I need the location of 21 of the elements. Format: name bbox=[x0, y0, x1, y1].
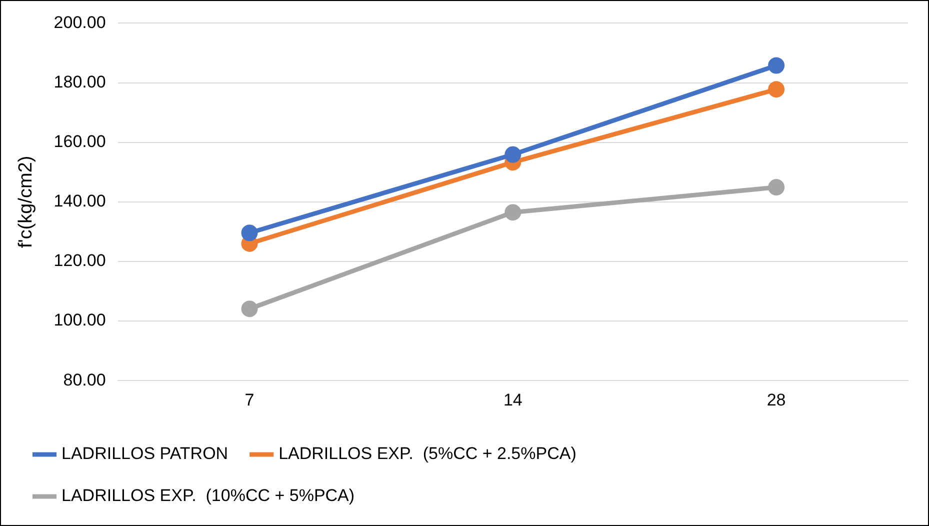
point bbox=[241, 300, 258, 318]
point bbox=[504, 204, 522, 221]
legend-label: LADRILLOS PATRON bbox=[62, 444, 228, 464]
y-tick-label: 200.00 bbox=[54, 12, 106, 32]
point bbox=[768, 179, 785, 196]
y-tick-label: 180.00 bbox=[54, 72, 106, 92]
x-tick-label: 7 bbox=[244, 390, 254, 410]
y-tick-label: 100.00 bbox=[54, 310, 106, 330]
legend-label: LADRILLOS EXP. (10%CC + 5%PCA) bbox=[62, 486, 355, 506]
legend-label: LADRILLOS EXP. (5%CC + 2.5%PCA) bbox=[278, 444, 576, 464]
y-tick-label: 80.00 bbox=[63, 370, 106, 390]
y-tick-label: 160.00 bbox=[54, 132, 106, 152]
point bbox=[768, 57, 785, 74]
point bbox=[241, 224, 258, 242]
y-tick-label: 140.00 bbox=[54, 192, 106, 211]
point bbox=[768, 81, 785, 98]
y-axis-title: f'c(kg/cm2) bbox=[16, 156, 37, 248]
point bbox=[504, 146, 522, 163]
x-tick-label: 28 bbox=[766, 390, 786, 410]
x-tick-label: 14 bbox=[503, 390, 522, 410]
y-tick-label: 120.00 bbox=[54, 251, 106, 270]
